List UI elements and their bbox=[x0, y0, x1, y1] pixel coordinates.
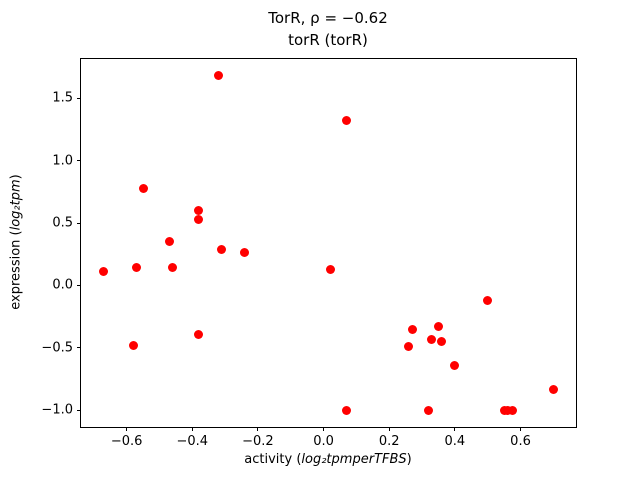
scatter-point bbox=[217, 244, 227, 254]
scatter-point bbox=[483, 295, 493, 305]
scatter-point bbox=[164, 237, 174, 247]
scatter-point bbox=[427, 334, 437, 344]
x-tick-label: 0.0 bbox=[313, 434, 334, 449]
y-tick-mark bbox=[77, 160, 81, 162]
x-tick-label: 0.6 bbox=[510, 434, 531, 449]
scatter-point bbox=[450, 360, 460, 370]
scatter-point bbox=[404, 342, 414, 352]
scatter-point bbox=[128, 340, 138, 350]
scatter-point bbox=[194, 214, 204, 224]
y-axis-label-suffix: ) bbox=[8, 174, 24, 180]
scatter-point bbox=[325, 264, 335, 274]
x-tick-label: 0.2 bbox=[378, 434, 400, 449]
chart-title: TorR, ρ = −0.62 bbox=[268, 9, 388, 27]
x-tick-mark bbox=[454, 427, 456, 431]
scatter-point bbox=[168, 263, 178, 273]
chart-title-block: TorR, ρ = −0.62 torR (torR) bbox=[80, 8, 576, 52]
scatter-point bbox=[138, 183, 148, 193]
scatter-point bbox=[194, 329, 204, 339]
scatter-point bbox=[507, 405, 517, 415]
scatter-point bbox=[342, 116, 352, 126]
y-axis-label: expression (log₂tpm) bbox=[9, 174, 24, 309]
y-tick-label: −0.5 bbox=[41, 340, 73, 356]
y-tick-mark bbox=[77, 222, 81, 224]
y-tick-label: 0.5 bbox=[52, 215, 73, 231]
plot-area: −0.6 −0.4 −0.2 0.0 0.2 0.4 0.6 −1.0 −0.5 0.0 0.5 1.… bbox=[41, 58, 577, 449]
scatter-point bbox=[240, 248, 250, 258]
x-tick-mark bbox=[323, 427, 325, 431]
x-tick-label: 0.4 bbox=[444, 434, 466, 449]
y-tick-label: −1.0 bbox=[41, 402, 73, 418]
y-tick-mark bbox=[77, 97, 81, 99]
y-tick-label: 0.0 bbox=[52, 277, 73, 293]
x-tick-mark bbox=[520, 427, 522, 431]
y-tick-mark bbox=[77, 347, 81, 349]
x-tick-label: −0.4 bbox=[176, 434, 209, 449]
y-tick-label: 1.5 bbox=[52, 90, 73, 106]
x-tick-label: −0.6 bbox=[110, 434, 143, 449]
y-axis-label-math: log₂tpm bbox=[8, 179, 24, 231]
x-tick-mark bbox=[388, 427, 390, 431]
x-axis-label-prefix: activity ( bbox=[244, 452, 302, 467]
scatter-point bbox=[214, 71, 224, 81]
scatter-point bbox=[131, 263, 141, 273]
x-tick-mark bbox=[191, 427, 193, 431]
x-tick-label: −0.2 bbox=[242, 434, 274, 449]
scatter-point bbox=[342, 405, 352, 415]
x-axis-label-suffix: ) bbox=[406, 452, 412, 467]
scatter-point bbox=[548, 384, 558, 394]
scatter-point bbox=[433, 322, 443, 332]
x-axis-label-math: log₂tpmperTFBS bbox=[301, 452, 407, 467]
scatter-point bbox=[424, 405, 434, 415]
y-tick-label: 1.0 bbox=[52, 153, 73, 169]
y-tick-mark bbox=[77, 284, 81, 286]
x-axis-label: activity (log₂tpmperTFBS) bbox=[80, 452, 576, 467]
x-tick-mark bbox=[257, 427, 259, 431]
scatter-point bbox=[99, 267, 109, 277]
y-axis-label-prefix: expression ( bbox=[8, 230, 24, 310]
scatter-point bbox=[437, 337, 447, 347]
x-tick-mark bbox=[126, 427, 128, 431]
chart-subtitle: torR (torR) bbox=[288, 30, 368, 49]
y-tick-mark bbox=[77, 409, 81, 411]
scatter-point bbox=[194, 206, 204, 216]
scatter-point bbox=[407, 324, 417, 334]
scatter-point bbox=[502, 405, 512, 415]
